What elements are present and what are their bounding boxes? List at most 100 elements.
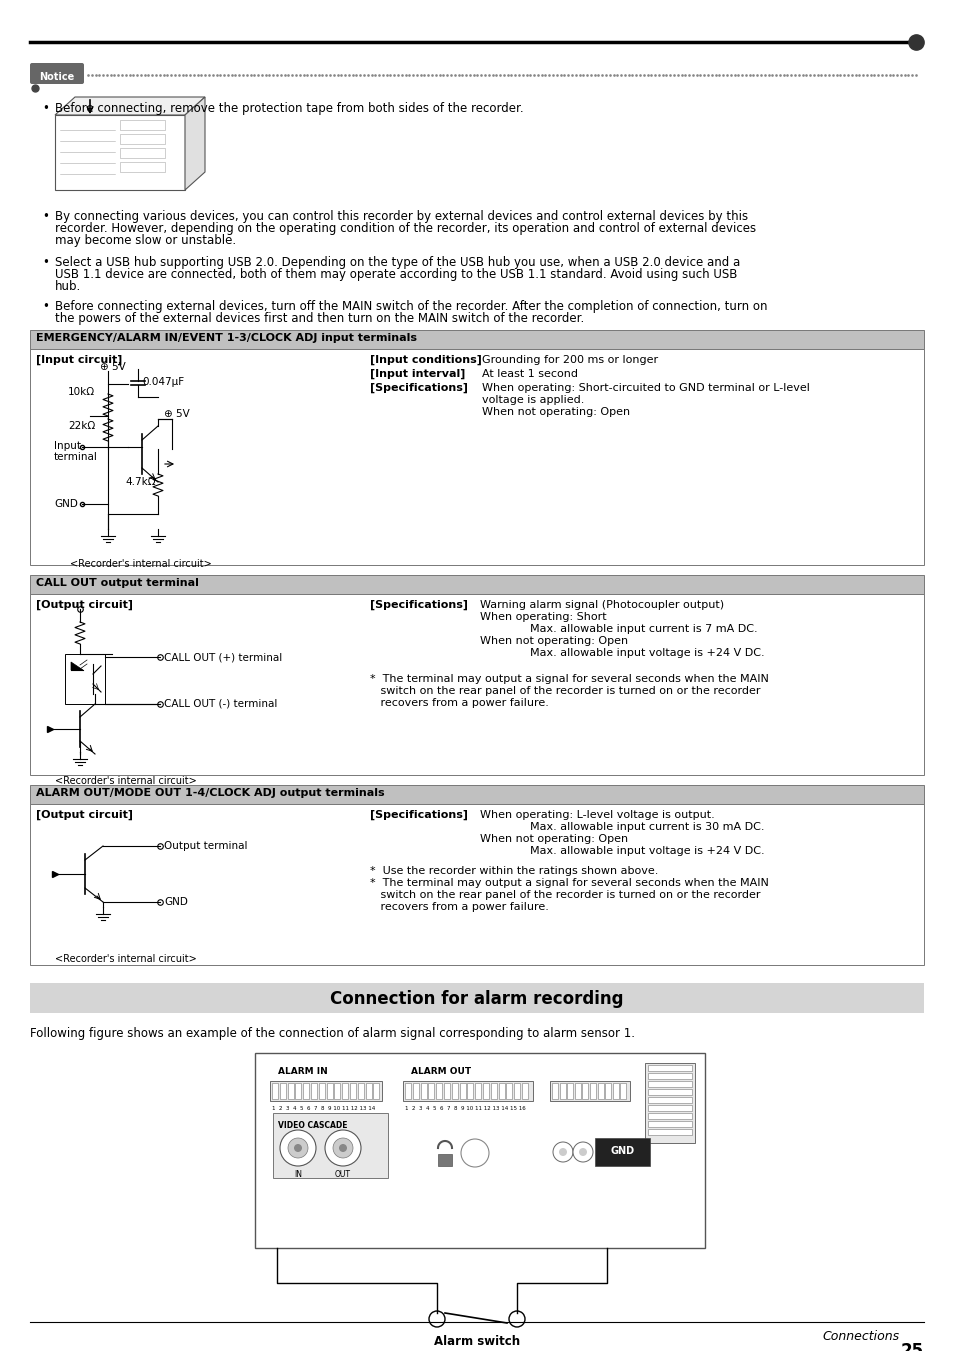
Bar [436,1084,442,1098]
Bar [272,1084,277,1098]
Text: recorder. However, depending on the operating condition of the recorder, its ope: recorder. However, depending on the oper… [55,222,756,235]
Text: 1  2  3  4  5  6  7  8  9 10 11 12 13 14 15 16: 1 2 3 4 5 6 7 8 9 10 11 12 13 14 15 16 [405,1106,525,1111]
Circle shape [578,1148,586,1156]
Text: voltage is applied.: voltage is applied. [481,394,584,405]
Bar [647,1073,691,1079]
Bar [647,1081,691,1088]
Bar [55,115,185,190]
Bar [475,1084,480,1098]
Text: OUT: OUT [335,1170,351,1179]
Text: [Input interval]: [Input interval] [370,369,465,380]
Bar [647,1121,691,1127]
Bar [357,1084,363,1098]
Text: Input: Input [54,440,81,451]
Bar [490,1084,497,1098]
Text: Notice: Notice [39,72,74,82]
Text: Alarm switch: Alarm switch [434,1335,519,1348]
Text: When not operating: Open: When not operating: Open [479,636,627,646]
Text: CALL OUT output terminal: CALL OUT output terminal [36,578,198,588]
Text: USB 1.1 device are connected, both of them may operate according to the USB 1.1 : USB 1.1 device are connected, both of th… [55,267,737,281]
Text: Output terminal: Output terminal [164,842,247,851]
Circle shape [325,1129,360,1166]
Bar [612,1084,618,1098]
Bar [644,1063,695,1143]
Bar [120,134,165,145]
Bar [295,1084,301,1098]
Circle shape [558,1148,566,1156]
Text: [Output circuit]: [Output circuit] [36,600,132,611]
Text: *  Use the recorder within the ratings shown above.: * Use the recorder within the ratings sh… [370,866,658,875]
Bar [647,1065,691,1071]
Bar [514,1084,519,1098]
Text: Max. allowable input voltage is +24 V DC.: Max. allowable input voltage is +24 V DC… [530,846,763,857]
Text: Following figure shows an example of the connection of alarm signal correspondin: Following figure shows an example of the… [30,1027,635,1040]
Text: •: • [42,101,49,115]
Bar [647,1089,691,1096]
Bar [467,1084,473,1098]
Circle shape [573,1142,593,1162]
Text: •: • [42,255,49,269]
Text: Warning alarm signal (Photocoupler output): Warning alarm signal (Photocoupler outpu… [479,600,723,611]
Text: [Specifications]: [Specifications] [370,811,468,820]
Bar [482,1084,489,1098]
Text: 4.7kΩ: 4.7kΩ [125,477,155,486]
Text: •: • [42,209,49,223]
Bar [287,1084,294,1098]
Bar [567,1084,573,1098]
Circle shape [429,1310,444,1327]
Bar [443,1084,450,1098]
Text: By connecting various devices, you can control this recorder by external devices: By connecting various devices, you can c… [55,209,747,223]
Bar [647,1097,691,1102]
FancyBboxPatch shape [30,63,84,84]
Text: When operating: L-level voltage is output.: When operating: L-level voltage is outpu… [479,811,714,820]
Bar [30,330,923,349]
Text: Grounding for 200 ms or longer: Grounding for 200 ms or longer [481,355,658,365]
Bar [30,984,923,1013]
Bar [318,1084,324,1098]
Polygon shape [185,97,205,190]
Text: Max. allowable input current is 7 mA DC.: Max. allowable input current is 7 mA DC. [530,624,757,634]
Circle shape [460,1139,489,1167]
Circle shape [338,1144,347,1152]
Bar [402,1081,533,1101]
Bar [350,1084,355,1098]
Bar [647,1129,691,1135]
Text: [Specifications]: [Specifications] [370,382,468,393]
Text: ALARM IN: ALARM IN [277,1067,328,1075]
Text: 0.047μF: 0.047μF [142,377,184,386]
Text: Before connecting external devices, turn off the MAIN switch of the recorder. Af: Before connecting external devices, turn… [55,300,767,313]
Text: Connection for alarm recording: Connection for alarm recording [330,990,623,1008]
Text: CALL OUT (-) terminal: CALL OUT (-) terminal [164,698,277,709]
Text: When not operating: Open: When not operating: Open [481,407,630,417]
Bar [604,1084,611,1098]
Bar [521,1084,527,1098]
Bar [279,1084,286,1098]
Text: At least 1 second: At least 1 second [481,369,578,380]
Bar [311,1084,316,1098]
Text: ⊕ 5V: ⊕ 5V [100,362,126,372]
Bar [342,1084,348,1098]
Text: Before connecting, remove the protection tape from both sides of the recorder.: Before connecting, remove the protection… [55,101,523,115]
Text: When not operating: Open: When not operating: Open [479,834,627,844]
Text: Select a USB hub supporting USB 2.0. Depending on the type of the USB hub you us: Select a USB hub supporting USB 2.0. Dep… [55,255,740,269]
Text: *  The terminal may output a signal for several seconds when the MAIN: * The terminal may output a signal for s… [370,878,768,888]
Polygon shape [55,97,205,115]
Bar [30,594,923,775]
Text: <Recorder's internal circuit>: <Recorder's internal circuit> [55,954,196,965]
Bar [30,785,923,804]
Bar [120,120,165,130]
Text: hub.: hub. [55,280,81,293]
Circle shape [553,1142,573,1162]
Bar [30,804,923,965]
Text: 22kΩ: 22kΩ [68,422,95,431]
Circle shape [280,1129,315,1166]
Text: 25: 25 [900,1342,923,1351]
Text: GND: GND [54,499,78,509]
Circle shape [294,1144,302,1152]
Text: CALL OUT (+) terminal: CALL OUT (+) terminal [164,653,282,662]
Bar [30,576,923,594]
Text: switch on the rear panel of the recorder is turned on or the recorder: switch on the rear panel of the recorder… [370,686,760,696]
Bar [420,1084,426,1098]
Text: [Specifications]: [Specifications] [370,600,468,611]
Text: recovers from a power failure.: recovers from a power failure. [370,902,548,912]
